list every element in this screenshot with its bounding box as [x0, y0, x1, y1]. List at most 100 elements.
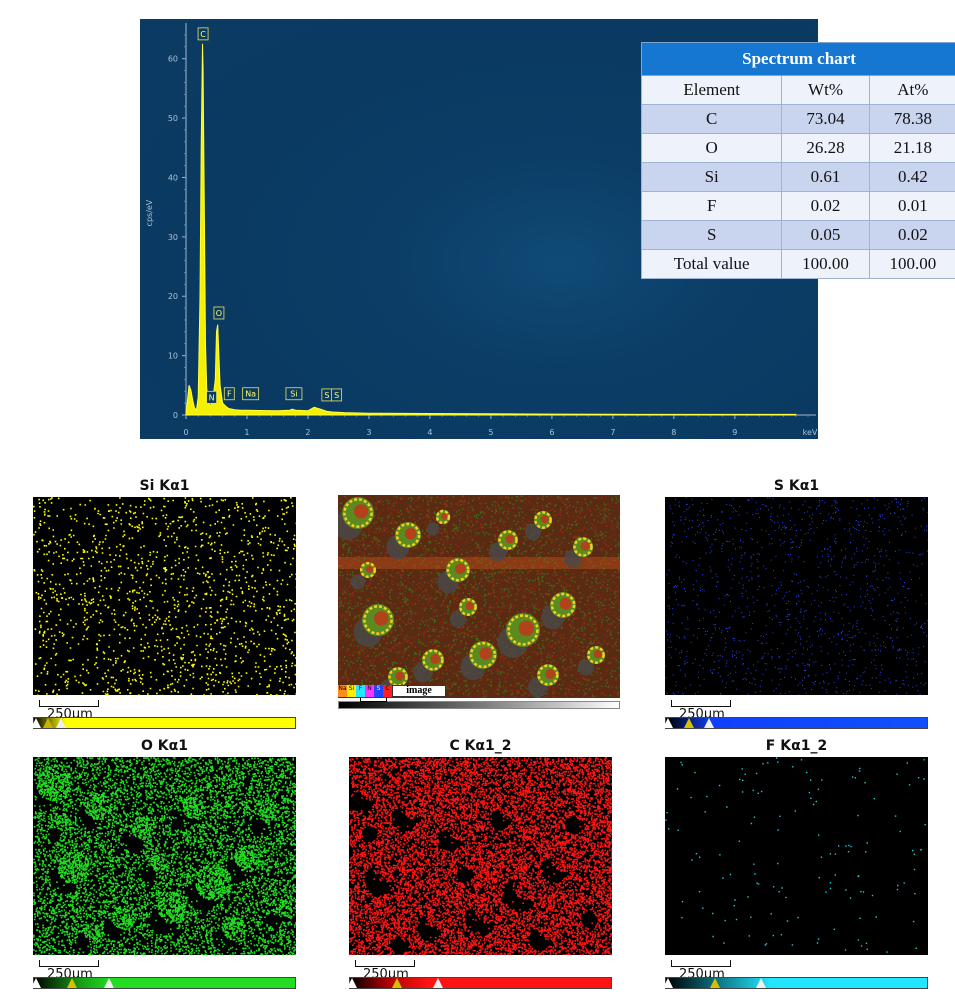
color-bar: [31, 717, 296, 729]
cell: C: [640, 104, 783, 134]
range-marker[interactable]: [663, 718, 673, 728]
range-marker[interactable]: [710, 978, 720, 988]
range-marker[interactable]: [704, 718, 714, 728]
map-o: O Kα1 250µm: [31, 738, 296, 993]
map-f: F Kα1_2 250µm: [663, 738, 928, 993]
peak-label: S: [331, 388, 343, 402]
svg-text:Si: Si: [290, 390, 297, 399]
particle-rim: [359, 561, 377, 579]
range-marker[interactable]: [31, 718, 41, 728]
particle-rim: [446, 558, 470, 582]
particle-core: [430, 653, 441, 664]
svg-text:F: F: [227, 390, 232, 399]
particle-rim: [395, 522, 421, 548]
range-marker[interactable]: [43, 718, 53, 728]
composite-texture: [338, 495, 620, 698]
cell: 0.05: [781, 220, 870, 250]
particle-core: [540, 515, 549, 524]
color-bar: [347, 977, 612, 989]
map-pixels: [33, 757, 296, 955]
particle-rim: [363, 605, 393, 635]
particle-rim: [388, 667, 408, 687]
map-image-c: [349, 757, 612, 955]
svg-text:C: C: [200, 30, 206, 39]
map-si: Si Kα1 250µm: [31, 478, 296, 733]
particle-core: [455, 563, 466, 575]
color-bar: [663, 977, 928, 989]
legend-f: F: [356, 685, 365, 697]
y-tick-label: 0: [173, 411, 178, 420]
legend-na: Na: [338, 685, 347, 697]
particle-core: [465, 602, 474, 611]
range-marker[interactable]: [31, 978, 41, 988]
particle-shadow: [524, 523, 542, 541]
map-title-f: F Kα1_2: [765, 738, 828, 754]
particle-core: [580, 541, 590, 551]
cell: Total value: [640, 249, 783, 279]
legend-s: S: [374, 685, 383, 697]
particle-rim: [587, 646, 605, 664]
svg-text:S: S: [324, 391, 329, 400]
map-pixels: [33, 497, 296, 695]
gray-scale-bar: [338, 701, 620, 709]
y-axis-label: cps/eV: [145, 199, 154, 226]
particle-rim: [435, 509, 451, 525]
range-marker[interactable]: [347, 978, 357, 988]
range-marker[interactable]: [663, 978, 673, 988]
particle-core: [441, 513, 448, 520]
cell: 0.42: [868, 162, 955, 192]
y-tick-label: 10: [168, 352, 178, 361]
x-tick-label: 3: [366, 428, 371, 437]
table-title: Spectrum chart: [641, 42, 955, 76]
svg-text:N: N: [209, 393, 215, 402]
composite-legend: Na Si F N S C image: [338, 685, 448, 697]
particle-rim: [573, 537, 593, 557]
range-marker[interactable]: [684, 718, 694, 728]
peak-label: Na: [242, 387, 260, 401]
range-marker[interactable]: [392, 978, 402, 988]
range-marker[interactable]: [67, 978, 77, 988]
y-tick-label: 30: [168, 233, 178, 242]
cell: 73.04: [781, 104, 870, 134]
map-title-si: Si Kα1: [139, 478, 190, 494]
particle-core: [545, 668, 556, 679]
range-marker[interactable]: [104, 978, 114, 988]
table-row: S 0.05 0.02: [640, 220, 955, 250]
particle-rim: [343, 498, 373, 528]
header-at: At%: [868, 75, 955, 105]
particle-rim: [534, 511, 552, 529]
table-row: Si 0.61 0.42: [640, 162, 955, 192]
range-marker[interactable]: [433, 978, 443, 988]
cell: 0.02: [868, 220, 955, 250]
x-tick-label: 1: [244, 428, 249, 437]
particle-core: [479, 647, 493, 660]
peak-label: S: [321, 388, 333, 402]
map-image-s: [665, 497, 928, 695]
y-tick-label: 50: [168, 114, 178, 123]
x-axis-label: keV: [803, 428, 818, 437]
map-image-si: [33, 497, 296, 695]
cell: 0.01: [868, 191, 955, 221]
particle-core: [354, 504, 369, 519]
range-marker[interactable]: [756, 978, 766, 988]
range-marker[interactable]: [56, 718, 66, 728]
table-row: Total value 100.00 100.00: [640, 249, 955, 279]
x-tick-label: 2: [305, 428, 310, 437]
particle-core: [395, 671, 405, 681]
svg-text:S: S: [334, 391, 339, 400]
composite-band: [338, 557, 620, 569]
x-tick-label: 0: [183, 428, 188, 437]
map-pixels: [665, 497, 928, 695]
cell: O: [640, 133, 783, 163]
particle-core: [505, 534, 515, 544]
y-tick-label: 60: [168, 55, 178, 64]
map-title-c: C Kα1_2: [449, 738, 512, 754]
y-tick-label: 20: [168, 292, 178, 301]
header-wt: Wt%: [781, 75, 870, 105]
particle-rim: [550, 592, 576, 618]
svg-text:O: O: [216, 309, 222, 318]
x-tick-label: 4: [427, 428, 432, 437]
map-title-o: O Kα1: [141, 738, 188, 754]
cell: 100.00: [781, 249, 870, 279]
particle-shadow: [577, 658, 595, 676]
